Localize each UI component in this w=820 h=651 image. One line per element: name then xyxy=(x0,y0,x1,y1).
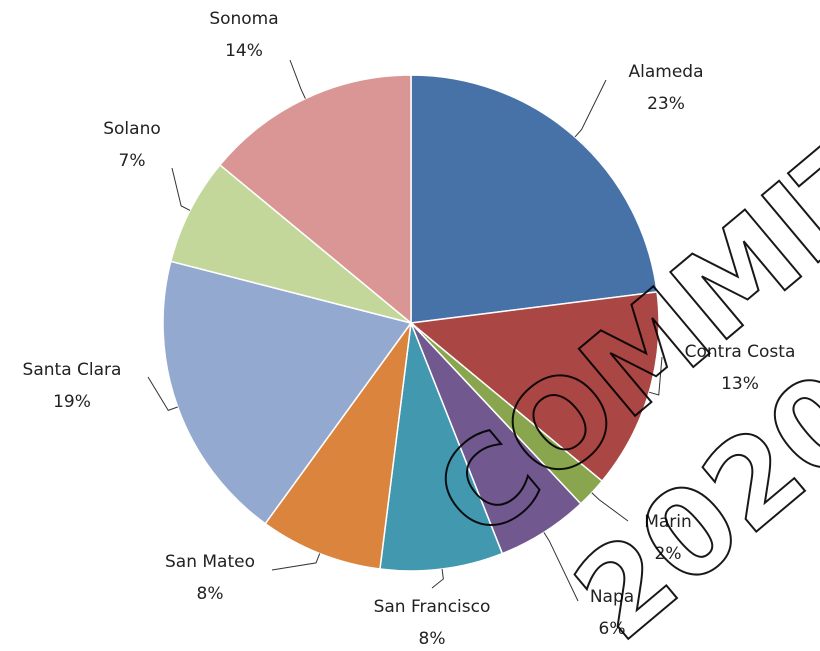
slice-value-label: 8% xyxy=(419,629,446,649)
slice-label: Sonoma xyxy=(209,9,278,29)
slice-label: San Mateo xyxy=(165,552,255,572)
slice-value-label: 8% xyxy=(197,584,224,604)
leader-line xyxy=(591,492,629,522)
leader-line xyxy=(271,553,321,571)
pie-slice xyxy=(218,74,412,325)
leader-line xyxy=(289,59,306,99)
pie-slice xyxy=(409,291,660,483)
leader-line xyxy=(171,167,191,211)
leader-line xyxy=(147,376,178,412)
slice-label: Contra Costa xyxy=(685,342,796,362)
leader-line xyxy=(649,356,663,396)
pie-slice xyxy=(162,260,413,525)
slice-label: Napa xyxy=(590,587,634,607)
slice-label: Marin xyxy=(644,512,692,532)
slice-value-label: 13% xyxy=(721,374,759,394)
leader-line xyxy=(431,568,444,589)
slice-value-label: 14% xyxy=(225,41,263,61)
slice-value-label: 23% xyxy=(647,94,685,114)
slice-value-label: 19% xyxy=(53,392,91,412)
pie-slice xyxy=(410,74,658,324)
pie-slice xyxy=(264,322,412,570)
slice-label: Solano xyxy=(103,119,161,139)
slice-label: Santa Clara xyxy=(23,360,122,380)
leader-line xyxy=(574,79,607,138)
slice-value-label: 7% xyxy=(119,151,146,171)
leader-line xyxy=(543,532,579,602)
slice-label: Alameda xyxy=(629,62,704,82)
slice-value-label: 2% xyxy=(655,544,682,564)
slice-label: San Francisco xyxy=(374,597,491,617)
slice-value-label: 6% xyxy=(599,619,626,639)
pie-slice xyxy=(169,163,412,324)
